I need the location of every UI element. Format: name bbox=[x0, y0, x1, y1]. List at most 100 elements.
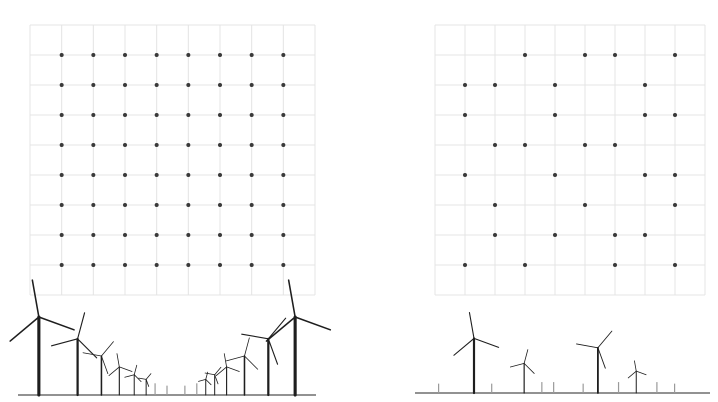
turbine-blade bbox=[77, 312, 86, 340]
turbine-dot bbox=[281, 53, 286, 57]
turbine-dot bbox=[123, 143, 127, 147]
turbine-blade bbox=[215, 366, 228, 376]
turbine-dot bbox=[523, 53, 527, 57]
turbine-dot bbox=[249, 173, 254, 177]
turbine-dot bbox=[583, 203, 587, 207]
turbine-dot bbox=[643, 113, 647, 117]
turbine-positions bbox=[59, 53, 286, 267]
turbine-blade bbox=[267, 317, 287, 340]
turbine-glyph bbox=[204, 366, 222, 396]
turbine-blade bbox=[265, 316, 296, 342]
turbine-blade bbox=[204, 372, 216, 376]
turbine-dot bbox=[91, 143, 96, 147]
turbine-blade bbox=[635, 370, 647, 376]
turbine-blade bbox=[453, 337, 475, 356]
turbine-dot bbox=[553, 233, 557, 237]
turbine-dot bbox=[186, 113, 191, 117]
turbine-dot bbox=[673, 113, 677, 117]
turbine-glyph bbox=[138, 373, 152, 396]
turbine-blade bbox=[597, 347, 606, 369]
turbine-dot bbox=[553, 113, 557, 117]
sparse-layout-side-view bbox=[415, 312, 710, 395]
turbine-blade bbox=[9, 316, 40, 342]
turbine-dot bbox=[613, 263, 617, 267]
turbine-blade bbox=[108, 366, 120, 376]
turbine-dot bbox=[186, 83, 191, 87]
turbine-blade bbox=[294, 316, 332, 331]
turbine-dot bbox=[523, 143, 527, 147]
turbine-dot bbox=[91, 173, 96, 177]
turbine-glyph bbox=[241, 317, 287, 397]
turbine-dot bbox=[91, 233, 96, 237]
turbine-blade bbox=[145, 378, 150, 387]
turbine-positions bbox=[463, 53, 677, 267]
turbine-blade bbox=[241, 333, 269, 340]
turbine-dot bbox=[59, 83, 64, 87]
turbine-dot bbox=[218, 203, 222, 207]
turbine-glyph bbox=[225, 337, 259, 396]
turbine-dot bbox=[673, 173, 677, 177]
turbine-glyph bbox=[108, 353, 133, 396]
turbine-glyph bbox=[627, 360, 647, 394]
turbine-blade bbox=[634, 360, 637, 372]
turbine-dot bbox=[463, 173, 467, 177]
turbine-glyph bbox=[510, 349, 535, 394]
turbine-dot bbox=[463, 263, 467, 267]
turbine-dot bbox=[91, 83, 96, 87]
turbine-dot bbox=[523, 263, 527, 267]
turbine-dot bbox=[281, 83, 286, 87]
grid-lines bbox=[434, 24, 706, 296]
turbine-dot bbox=[218, 143, 222, 147]
turbine-dot bbox=[154, 263, 159, 267]
turbine-blade bbox=[133, 364, 138, 376]
turbine-glyph bbox=[82, 341, 114, 396]
turbine-dot bbox=[59, 53, 64, 57]
turbine-dot bbox=[154, 83, 159, 87]
turbine-dot bbox=[673, 203, 677, 207]
grid-lines bbox=[29, 24, 316, 296]
turbine-dot bbox=[493, 83, 497, 87]
turbine-blade bbox=[226, 366, 240, 372]
regular-layout-side-view bbox=[9, 279, 332, 397]
turbine-blade bbox=[523, 349, 529, 364]
turbine-dot bbox=[553, 83, 557, 87]
turbine-dot bbox=[249, 233, 254, 237]
turbine-dot bbox=[281, 173, 286, 177]
turbine-dot bbox=[249, 143, 254, 147]
turbine-dot bbox=[154, 233, 159, 237]
turbine-blade bbox=[287, 279, 296, 318]
turbine-dot bbox=[249, 113, 254, 117]
turbine-blade bbox=[244, 355, 259, 370]
turbine-blade bbox=[138, 377, 147, 380]
turbine-blade bbox=[523, 362, 535, 374]
turbine-dot bbox=[218, 233, 222, 237]
turbine-blade bbox=[205, 378, 212, 386]
turbine-dot bbox=[186, 203, 191, 207]
turbine-blade bbox=[214, 374, 219, 385]
turbine-dot bbox=[154, 113, 159, 117]
turbine-dot bbox=[123, 173, 127, 177]
turbine-dot bbox=[123, 233, 127, 237]
turbine-dot bbox=[186, 53, 191, 57]
turbine-dot bbox=[59, 203, 64, 207]
turbine-blade bbox=[468, 312, 475, 339]
turbine-blade bbox=[82, 352, 102, 357]
turbine-blade bbox=[214, 366, 222, 376]
turbine-glyph bbox=[453, 312, 500, 395]
turbine-dot bbox=[91, 203, 96, 207]
turbine-blade bbox=[198, 378, 207, 382]
turbine-blade bbox=[576, 343, 599, 349]
turbine-dot bbox=[154, 173, 159, 177]
turbine-blade bbox=[510, 362, 525, 368]
sparse-layout-grid-panel bbox=[434, 24, 706, 296]
turbine-dot bbox=[59, 113, 64, 117]
turbine-blade bbox=[145, 373, 152, 380]
turbine-dot bbox=[553, 173, 557, 177]
turbine-dot bbox=[186, 233, 191, 237]
turbine-dot bbox=[123, 263, 127, 267]
turbine-blade bbox=[101, 355, 109, 374]
turbine-dot bbox=[59, 143, 64, 147]
turbine-blade bbox=[627, 370, 637, 379]
turbine-dot bbox=[123, 83, 127, 87]
